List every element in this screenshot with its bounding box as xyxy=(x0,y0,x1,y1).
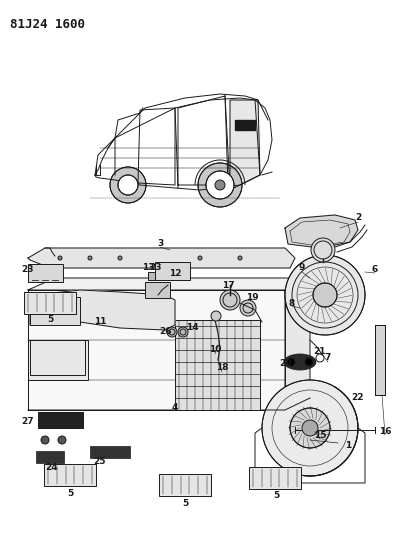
Bar xyxy=(155,262,190,280)
Circle shape xyxy=(118,256,122,260)
Bar xyxy=(375,325,385,395)
Circle shape xyxy=(88,256,92,260)
Bar xyxy=(175,320,260,410)
Bar xyxy=(28,264,63,282)
Text: 16: 16 xyxy=(379,427,391,437)
Circle shape xyxy=(167,327,177,337)
Bar xyxy=(159,474,211,496)
Text: 5: 5 xyxy=(182,498,188,507)
Text: 8: 8 xyxy=(289,298,295,308)
Circle shape xyxy=(41,436,49,444)
Circle shape xyxy=(238,256,242,260)
Circle shape xyxy=(58,256,62,260)
Polygon shape xyxy=(30,290,175,330)
Polygon shape xyxy=(28,290,285,410)
Circle shape xyxy=(211,311,221,321)
Ellipse shape xyxy=(284,354,316,370)
Text: 6: 6 xyxy=(372,265,378,274)
Text: 14: 14 xyxy=(186,322,198,332)
Text: 3: 3 xyxy=(157,238,163,247)
Circle shape xyxy=(311,238,335,262)
Text: 1: 1 xyxy=(345,440,351,449)
Circle shape xyxy=(110,167,146,203)
Text: 27: 27 xyxy=(22,417,34,426)
Text: 81J24 1600: 81J24 1600 xyxy=(10,18,85,31)
Polygon shape xyxy=(285,278,310,410)
Text: 20: 20 xyxy=(279,359,291,367)
Bar xyxy=(38,412,83,428)
Circle shape xyxy=(240,300,256,316)
Bar xyxy=(44,464,96,486)
Text: 10: 10 xyxy=(209,345,221,354)
Bar xyxy=(148,272,160,280)
Text: 11: 11 xyxy=(94,318,106,327)
Polygon shape xyxy=(28,248,295,268)
Bar xyxy=(145,282,170,298)
Text: 17: 17 xyxy=(222,280,234,289)
Circle shape xyxy=(285,255,365,335)
Text: 13: 13 xyxy=(142,263,154,272)
Text: 19: 19 xyxy=(246,294,258,303)
Bar xyxy=(36,451,64,463)
Text: 5: 5 xyxy=(67,489,73,498)
Circle shape xyxy=(198,256,202,260)
Circle shape xyxy=(178,327,188,337)
Text: 7: 7 xyxy=(325,353,331,362)
Text: 5: 5 xyxy=(47,316,53,325)
Bar xyxy=(28,340,88,380)
Bar xyxy=(30,297,80,325)
Text: 22: 22 xyxy=(352,393,364,402)
Circle shape xyxy=(215,180,225,190)
Circle shape xyxy=(220,290,240,310)
Bar xyxy=(30,340,85,375)
Circle shape xyxy=(290,408,330,448)
Text: 15: 15 xyxy=(314,431,326,440)
Text: 23: 23 xyxy=(22,265,34,274)
Text: 23: 23 xyxy=(149,263,161,272)
Text: 25: 25 xyxy=(94,457,106,466)
Circle shape xyxy=(206,171,234,199)
Text: 24: 24 xyxy=(46,463,58,472)
Text: 2: 2 xyxy=(355,214,361,222)
Bar xyxy=(90,446,130,458)
Text: 26: 26 xyxy=(159,327,171,336)
Polygon shape xyxy=(28,278,310,290)
Polygon shape xyxy=(285,215,358,248)
Circle shape xyxy=(305,358,313,366)
Circle shape xyxy=(313,283,337,307)
Text: 5: 5 xyxy=(273,490,279,499)
Text: 21: 21 xyxy=(314,348,326,357)
Text: 18: 18 xyxy=(216,364,228,373)
Bar xyxy=(249,467,301,489)
Bar xyxy=(375,325,385,395)
Circle shape xyxy=(262,380,358,476)
Text: 12: 12 xyxy=(169,270,181,279)
Text: 9: 9 xyxy=(299,263,305,272)
Text: 4: 4 xyxy=(172,403,178,413)
Circle shape xyxy=(58,436,66,444)
Polygon shape xyxy=(230,100,260,190)
Circle shape xyxy=(287,358,295,366)
Circle shape xyxy=(302,420,318,436)
Polygon shape xyxy=(235,120,255,130)
Circle shape xyxy=(118,175,138,195)
Circle shape xyxy=(198,163,242,207)
Bar xyxy=(24,292,76,314)
